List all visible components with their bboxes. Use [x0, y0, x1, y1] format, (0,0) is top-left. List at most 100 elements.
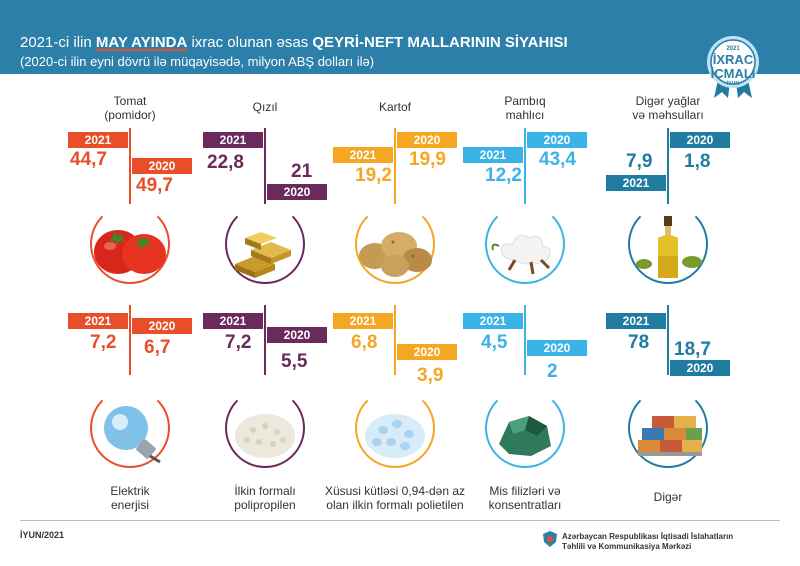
product-label: Mis filizləri və konsentratları: [435, 484, 615, 512]
year-2020-tag: 2020: [670, 132, 730, 148]
product-label-line1: Elektrik: [110, 484, 150, 498]
connector-line: [394, 305, 396, 375]
product-label-line1: Kartof: [378, 100, 411, 114]
product-label: Tomat (pomidor): [75, 94, 185, 122]
product-label-line2: olan ilkin formalı polietilen: [326, 498, 464, 512]
value-2020: 43,4: [539, 149, 576, 170]
product-ring: [355, 204, 435, 284]
year-2021-tag: 2021: [333, 313, 393, 329]
connector-line: [524, 305, 526, 375]
product-label: Qızıl: [210, 100, 320, 114]
value-2021: 78: [628, 332, 650, 353]
year-2020-tag: 2020: [527, 340, 587, 356]
connector-line: [394, 128, 396, 204]
year-2020-tag: 2020: [132, 318, 192, 334]
product-label: Xüsusi kütləsi 0,94-dən az olan ilkin for…: [305, 484, 485, 512]
value-2021: 44,7: [70, 149, 107, 170]
year-2020-tag: 2020: [267, 184, 327, 200]
value-2021: 7,2: [90, 332, 117, 353]
product-ring: [225, 388, 305, 468]
value-2020: 2: [547, 361, 558, 382]
connector-line: [129, 128, 131, 204]
value-2020: 21: [291, 161, 313, 182]
product-label: İlkin formalı polipropilen: [175, 484, 355, 512]
product-label-line1: Pambıq: [504, 94, 546, 108]
product-ring: [225, 204, 305, 284]
value-2020: 5,5: [281, 351, 308, 372]
emblem-icon: [542, 530, 558, 548]
footer-org-line1: Azərbaycan Respublikası İqtisadi İslahat…: [562, 532, 734, 541]
title-bold: QEYRİ-NEFT MALLARININ SİYAHISI: [312, 34, 568, 51]
page-title: 2021-ci ilin MAY AYINDA ixrac olunan əsa…: [20, 34, 568, 51]
connector-line: [129, 305, 131, 375]
year-2021-tag: 2021: [203, 132, 263, 148]
product-label-line2: mahlıcı: [505, 108, 545, 122]
badge-line1: İXRAC: [712, 52, 754, 67]
page-subtitle: (2020-ci ilin eyni dövrü ilə müqayisədə,…: [20, 54, 375, 69]
product-label: Digər: [578, 490, 758, 504]
year-2021-tag: 2021: [606, 313, 666, 329]
tomato-image: [90, 216, 170, 280]
connector-line: [264, 305, 266, 375]
product-label-line2: və məhsulları: [632, 108, 704, 122]
badge-line2: İCMALI: [710, 66, 756, 81]
year-2021-tag: 2021: [463, 147, 523, 163]
year-2020-tag: 2020: [267, 327, 327, 343]
potato-image: [355, 216, 435, 280]
product-label: Digər yağlar və məhsulları: [613, 94, 723, 122]
ixrac-icmali-badge: 2021 İXRAC İCMALI İYUN: [700, 36, 766, 98]
footer-date: İYUN/2021: [20, 530, 65, 540]
value-2020: 19,9: [409, 149, 446, 170]
badge-month: İYUN: [727, 81, 739, 87]
value-2021: 7,9: [626, 151, 653, 172]
product-label-line1: Xüsusi kütləsi 0,94-dən az: [324, 484, 466, 498]
year-2021-tag: 2021: [333, 147, 393, 163]
product-label-line1: Digər: [653, 490, 683, 504]
year-2021-tag: 2021: [68, 132, 128, 148]
year-2021-tag: 2021: [68, 313, 128, 329]
year-2020-tag: 2020: [397, 344, 457, 360]
granules-image: [225, 400, 305, 464]
value-2021: 4,5: [481, 332, 508, 353]
value-2021: 7,2: [225, 332, 252, 353]
connector-line: [667, 305, 669, 375]
year-2020-tag: 2020: [527, 132, 587, 148]
title-prefix: 2021-ci ilin: [20, 34, 96, 51]
value-2020: 49,7: [136, 175, 173, 196]
product-ring: [90, 204, 170, 284]
value-2021: 22,8: [207, 152, 244, 173]
bulb-image: [90, 400, 170, 464]
product-ring: [628, 204, 708, 284]
year-2020-tag: 2020: [670, 360, 730, 376]
product-label: Elektrik enerjisi: [40, 484, 220, 512]
year-2020-tag: 2020: [397, 132, 457, 148]
year-2020-tag: 2020: [132, 158, 192, 174]
polyethylene-image: [355, 400, 435, 464]
product-label-line1: Mis filizləri və: [489, 484, 561, 498]
product-label-line2: konsentratları: [488, 498, 562, 512]
connector-line: [524, 128, 526, 204]
product-label-line2: polipropilen: [234, 498, 296, 512]
containers-image: [628, 400, 708, 464]
value-2020: 3,9: [417, 365, 444, 386]
product-ring: [90, 388, 170, 468]
value-2020: 18,7: [674, 339, 711, 360]
product-label-line2: enerjisi: [110, 498, 149, 512]
product-ring: [485, 204, 565, 284]
footer-org-line2: Təhlili və Kommunikasiya Mərkəzi: [562, 542, 692, 551]
value-2021: 6,8: [351, 332, 378, 353]
title-month: MAY AYINDA: [95, 34, 188, 51]
connector-line: [264, 128, 266, 204]
value-2020: 6,7: [144, 337, 171, 358]
product-label-line1: İlkin formalı: [234, 484, 296, 498]
product-label-line1: Tomat: [113, 94, 147, 108]
year-2021-tag: 2021: [463, 313, 523, 329]
product-label: Kartof: [340, 100, 450, 114]
value-2020: 1,8: [684, 151, 711, 172]
gold-image: [225, 216, 305, 280]
ore-image: [485, 400, 565, 464]
oil-image: [628, 216, 708, 280]
year-2021-tag: 2021: [203, 313, 263, 329]
product-ring: [628, 388, 708, 468]
value-2021: 19,2: [355, 165, 392, 186]
